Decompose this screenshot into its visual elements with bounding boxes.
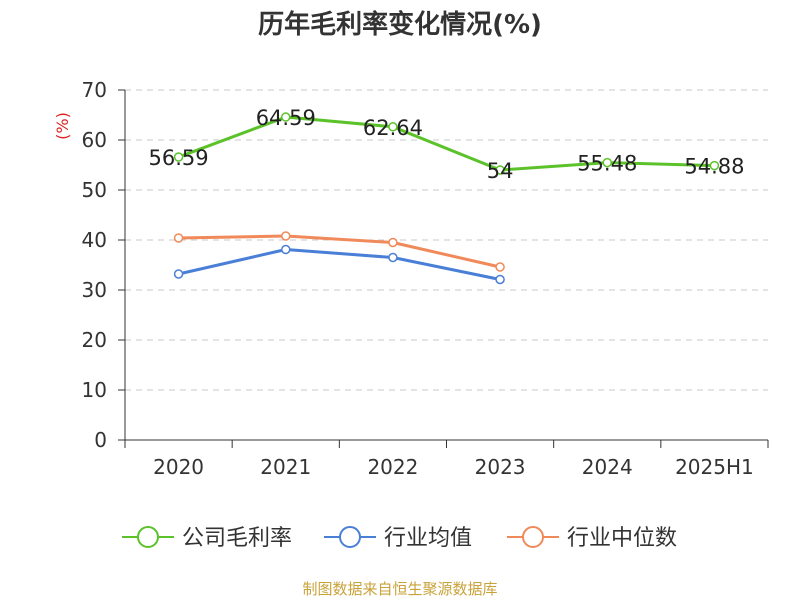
data-label: 62.64 [363, 116, 423, 140]
source-note: 制图数据来自恒生聚源数据库 [302, 580, 498, 598]
data-point [602, 157, 612, 168]
y-tick-label: 70 [82, 78, 107, 102]
legend-label: 公司毛利率 [182, 526, 292, 551]
legend-marker [137, 526, 159, 548]
legend-label: 行业均值 [384, 526, 472, 551]
y-tick-label: 20 [82, 328, 107, 352]
series-line-0 [178, 115, 715, 172]
data-point [281, 112, 291, 122]
data-point [173, 152, 184, 162]
data-label: 54 [487, 159, 514, 183]
series-line-1 [178, 248, 501, 281]
y-tick-label: 30 [82, 278, 107, 302]
chart-title: 历年毛利率变化情况(%) [258, 10, 542, 40]
data-label: 54.88 [684, 155, 744, 179]
data-point [495, 274, 505, 285]
legend-marker [522, 526, 544, 548]
y-tick-label: 50 [82, 178, 107, 202]
data-point [495, 262, 505, 272]
x-tick-label: 2020 [153, 455, 204, 479]
x-tick-label: 2023 [475, 455, 526, 479]
data-point [495, 165, 505, 175]
data-point [281, 244, 291, 255]
y-tick-label: 10 [82, 378, 107, 402]
y-axis-label: (%) [53, 112, 72, 140]
series-line-2 [178, 234, 501, 269]
data-point [388, 252, 398, 263]
data-point [173, 233, 184, 243]
y-tick-label: 0 [94, 428, 107, 452]
x-tick-label: 2025H1 [675, 455, 754, 479]
x-tick-label: 2021 [260, 455, 311, 479]
x-tick-label: 2024 [582, 455, 633, 479]
x-tick-label: 2022 [367, 455, 418, 479]
legend-marker [339, 526, 361, 548]
data-point [388, 237, 398, 248]
y-tick-label: 40 [82, 228, 107, 252]
data-point [173, 269, 184, 279]
data-label: 55.48 [577, 152, 637, 176]
data-point [281, 231, 291, 241]
y-tick-label: 60 [82, 128, 107, 152]
data-label: 56.59 [149, 146, 209, 170]
data-label: 64.59 [256, 106, 316, 130]
data-point [388, 122, 398, 132]
data-point [709, 160, 720, 171]
legend-label: 行业中位数 [567, 526, 677, 551]
